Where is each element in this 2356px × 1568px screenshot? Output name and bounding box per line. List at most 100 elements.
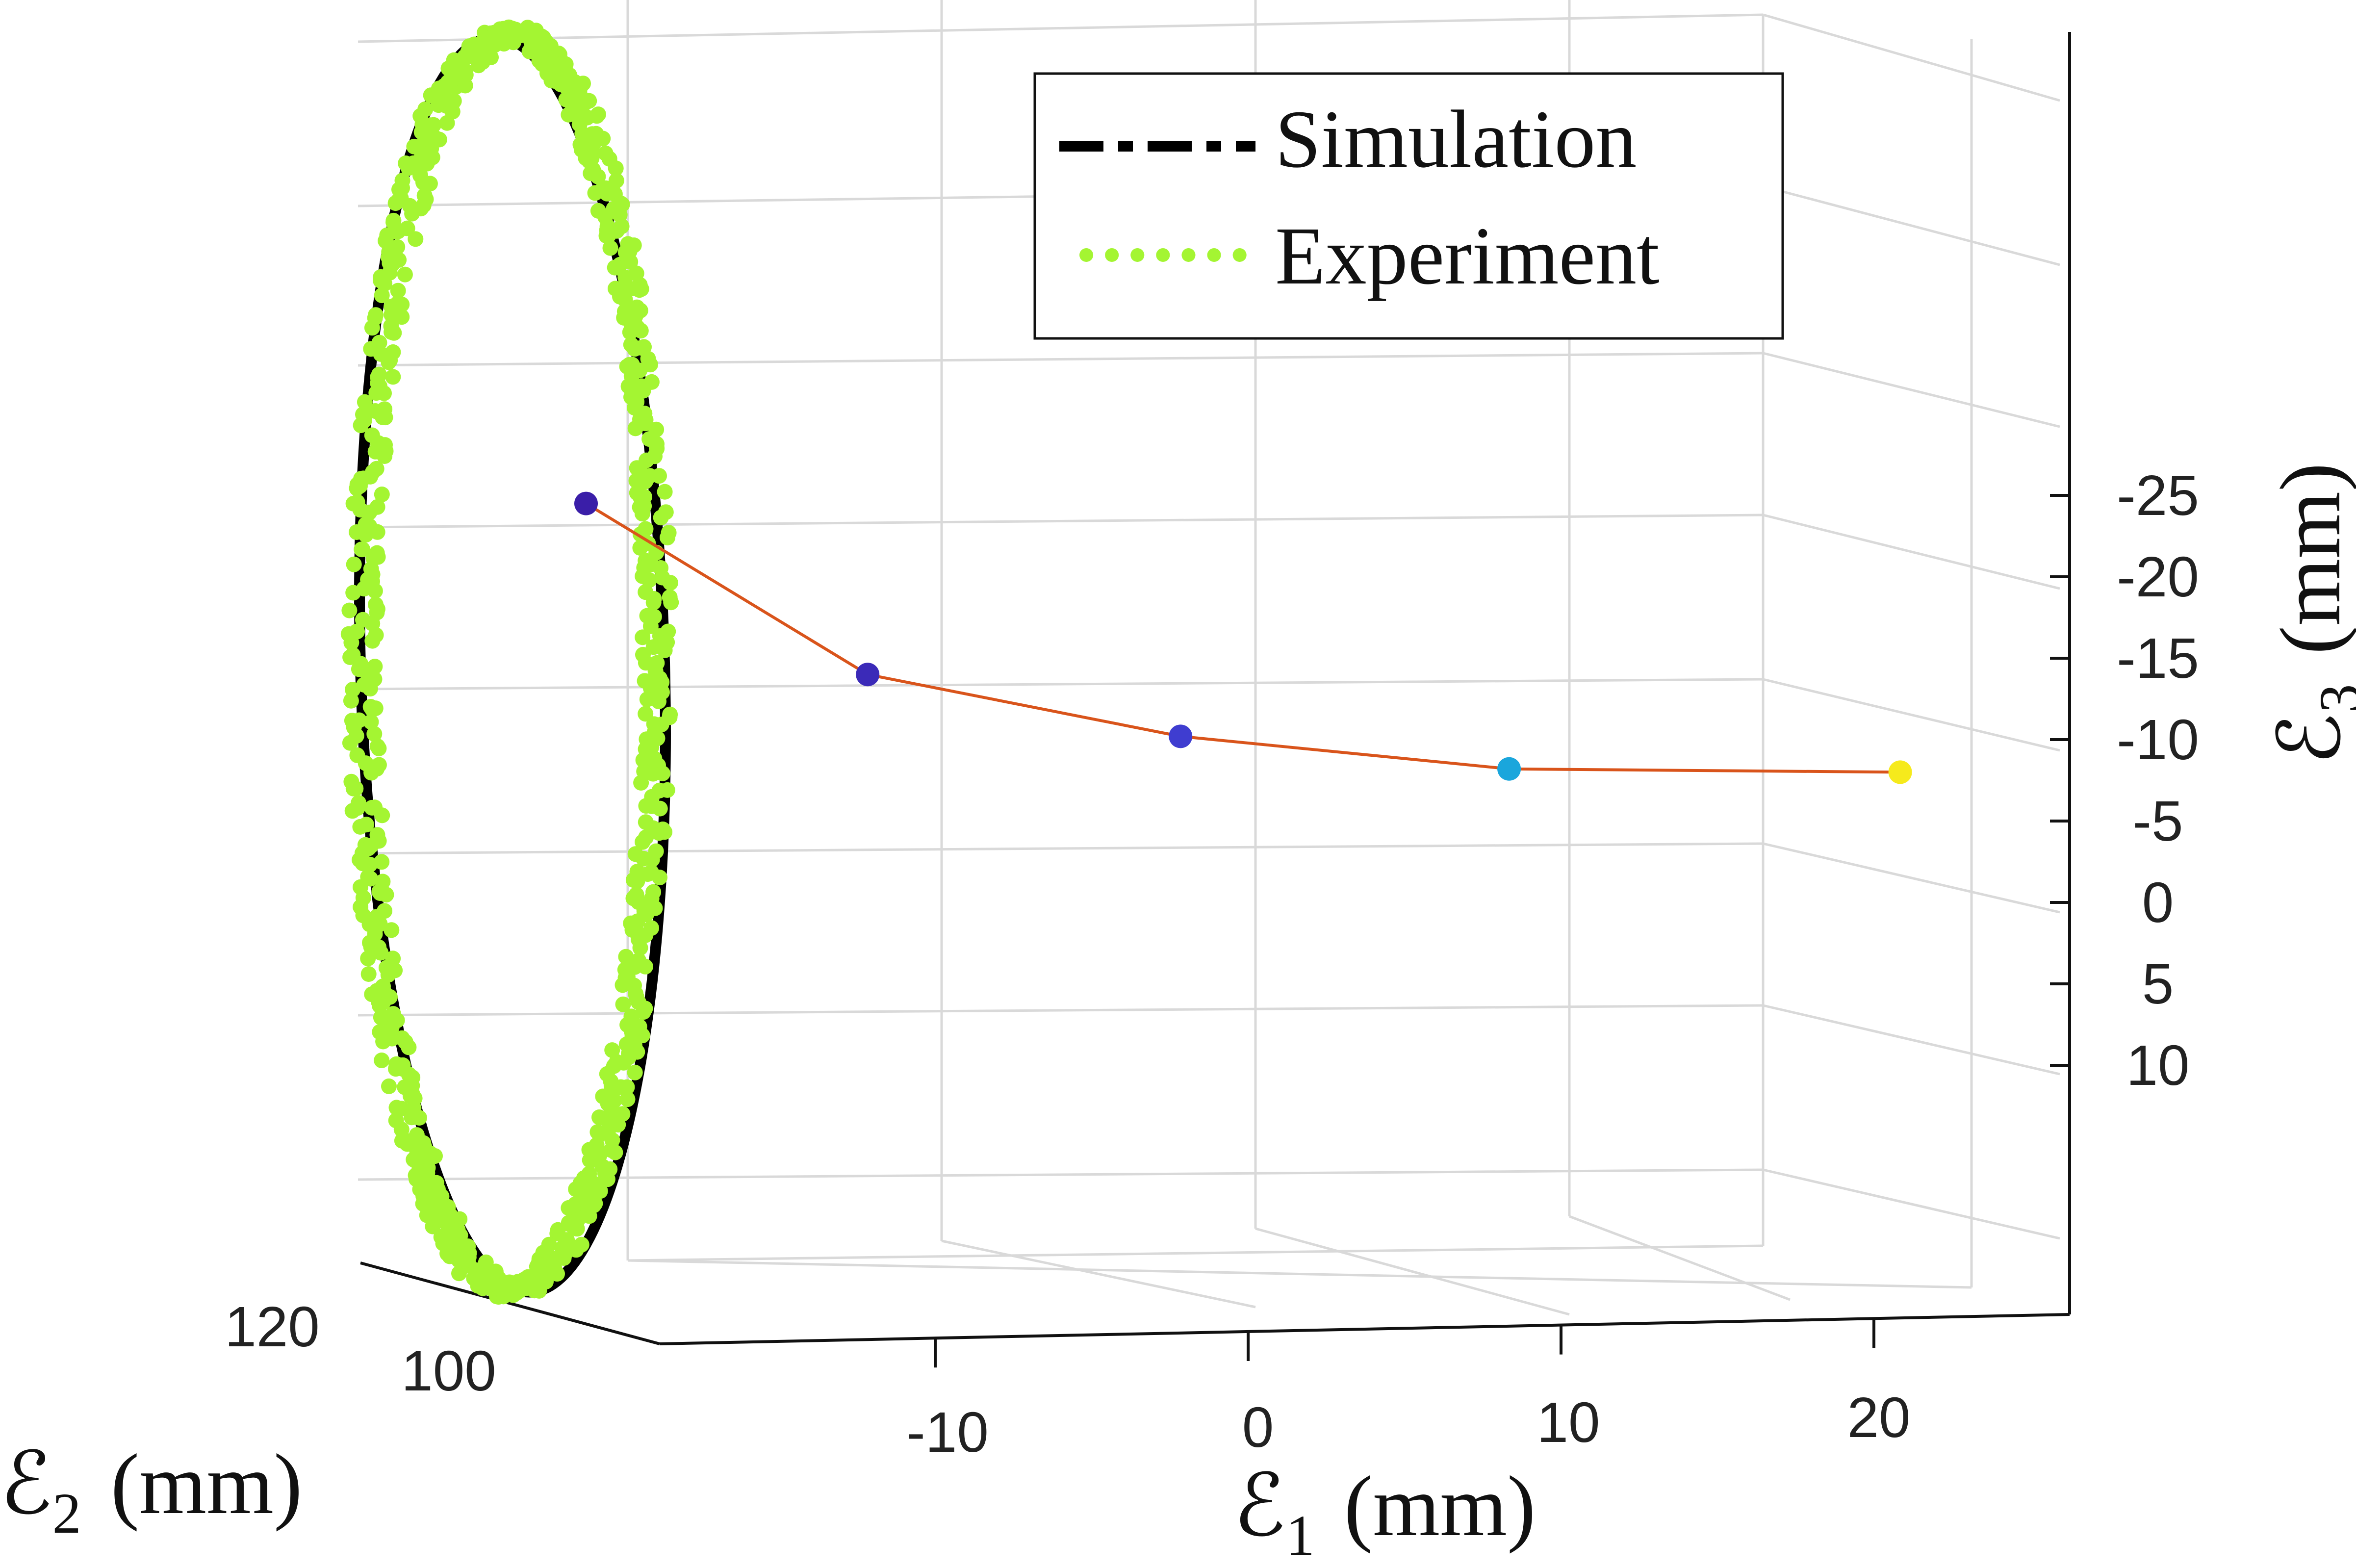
experiment-point	[409, 1127, 425, 1143]
experiment-point	[597, 209, 614, 225]
trajectory-line	[585, 502, 1900, 774]
experiment-point	[583, 165, 599, 181]
experiment-point	[375, 874, 391, 890]
e1-ticks: -10 0 10 20	[906, 1318, 1911, 1464]
experiment-point	[360, 966, 377, 982]
experiment-point	[381, 1078, 397, 1094]
e1-tick-label: 10	[1537, 1390, 1600, 1454]
experiment-point	[386, 325, 402, 341]
experiment-point	[394, 173, 410, 189]
experiment-point	[385, 369, 401, 385]
e3-tick-label: 5	[2142, 952, 2174, 1016]
experiment-point	[631, 282, 647, 298]
experiment-point	[373, 1009, 389, 1026]
experiment-point	[364, 566, 381, 583]
experiment-point	[575, 76, 591, 92]
experiment-point	[368, 307, 384, 323]
experiment-point	[639, 691, 655, 707]
experiment-point	[597, 145, 614, 161]
experiment-point	[644, 851, 660, 868]
experiment-point	[566, 1220, 583, 1236]
experiment-point	[395, 1057, 411, 1073]
experiment-point	[652, 870, 667, 886]
trajectory-points	[574, 491, 1912, 784]
experiment-point	[369, 499, 385, 515]
e1-tick-label: 0	[1242, 1395, 1274, 1459]
trajectory-point	[1888, 760, 1912, 784]
experiment-point	[627, 1064, 643, 1080]
experiment-point	[406, 155, 422, 171]
experiment-point	[357, 394, 373, 410]
experiment-point	[399, 220, 415, 236]
e1-axis-label: ℰ1 (mm)	[1233, 1459, 1536, 1568]
experiment-point	[635, 629, 651, 645]
experiment-point	[416, 187, 433, 204]
experiment-point	[561, 106, 577, 123]
experiment-point	[377, 401, 393, 417]
experiment-point	[354, 541, 370, 558]
experiment-point	[637, 958, 653, 975]
experiment-point	[374, 979, 390, 995]
e3-tick-label: -10	[2117, 708, 2199, 771]
experiment-point	[598, 1111, 614, 1127]
experiment-point	[634, 506, 650, 522]
legend-box	[1033, 72, 1784, 340]
experiment-point	[355, 407, 371, 423]
e3-tick-label: 10	[2126, 1033, 2189, 1097]
experiment-point	[408, 231, 424, 247]
experiment-point	[642, 618, 659, 634]
experiment-point	[638, 473, 653, 489]
experiment-point	[524, 1279, 540, 1295]
experiment-point	[589, 108, 605, 124]
experiment-point	[367, 700, 384, 717]
experiment-point	[450, 1222, 466, 1237]
experiment-point	[652, 800, 668, 817]
experiment-point	[641, 572, 657, 588]
experiment-point	[609, 1054, 625, 1070]
experiment-point	[388, 1100, 405, 1116]
experiment-point	[360, 869, 376, 885]
experiment-point	[351, 795, 367, 811]
experiment-point	[367, 659, 383, 674]
trajectory-point	[1169, 724, 1193, 748]
e3-ticks: -25 -20 -15 -10 -5 0 5 10	[2050, 463, 2199, 1097]
experiment-point	[349, 524, 365, 540]
experiment-point	[603, 1142, 619, 1158]
experiment-point	[507, 25, 523, 41]
experiment-point	[364, 427, 380, 443]
experiment-point	[595, 181, 611, 197]
experiment-point	[615, 996, 631, 1012]
experiment-point	[600, 1096, 616, 1112]
experiment-point	[385, 1006, 401, 1022]
e2-tick-label: 100	[401, 1339, 496, 1403]
experiment-point	[608, 160, 624, 177]
e2-tick-label: 120	[225, 1295, 320, 1359]
experiment-point	[389, 239, 406, 255]
experiment-point	[369, 738, 385, 754]
experiment-point	[341, 602, 358, 618]
experiment-point	[374, 487, 390, 502]
experiment-point	[612, 288, 628, 305]
experiment-point	[635, 1004, 651, 1020]
experiment-point	[635, 646, 651, 663]
experiment-point	[351, 712, 367, 728]
experiment-point	[478, 1254, 494, 1270]
axes	[360, 32, 2071, 1345]
experiment-point	[388, 1112, 404, 1129]
experiment-point	[383, 346, 399, 362]
experiment-point	[585, 1152, 601, 1168]
experiment-point	[638, 798, 654, 814]
legend-experiment-label: Experiment	[1275, 210, 1660, 302]
e3-axis-label: ℰ3(mm)	[2263, 463, 2356, 765]
experiment-point	[581, 93, 597, 109]
trajectory-point	[856, 663, 880, 687]
e3-tick-label: -20	[2117, 545, 2199, 609]
experiment-point	[466, 36, 482, 52]
experiment-point	[638, 706, 654, 722]
experiment-point	[587, 1195, 603, 1211]
experiment-point	[604, 1042, 620, 1058]
experiment-point	[653, 510, 669, 526]
experiment-point	[657, 484, 673, 500]
experiment-point	[374, 1053, 390, 1068]
